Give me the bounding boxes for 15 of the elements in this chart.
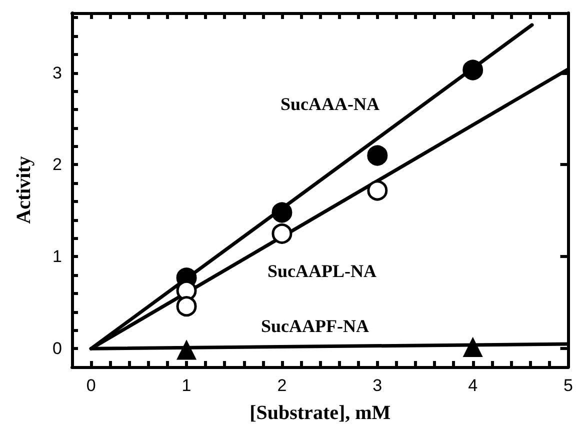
y-tick-label: 0 [52, 339, 62, 358]
annotation: SucAAPL-NA [267, 261, 377, 281]
x-tick-label: 4 [468, 376, 478, 395]
y-tick-label: 3 [52, 63, 62, 82]
annotation: SucAAPF-NA [261, 316, 369, 336]
x-tick-label: 5 [564, 376, 574, 395]
x-tick-label: 2 [277, 376, 287, 395]
annotation: SucAAA-NA [280, 94, 380, 114]
y-axis-title: Activity [13, 156, 35, 224]
x-axis-title: [Substrate], mM [250, 402, 391, 424]
y-tick-label: 2 [52, 155, 62, 174]
y-tick-label: 1 [52, 247, 62, 266]
x-tick-label: 1 [182, 376, 192, 395]
x-tick-label: 3 [372, 376, 382, 395]
x-tick-label: 0 [86, 376, 96, 395]
